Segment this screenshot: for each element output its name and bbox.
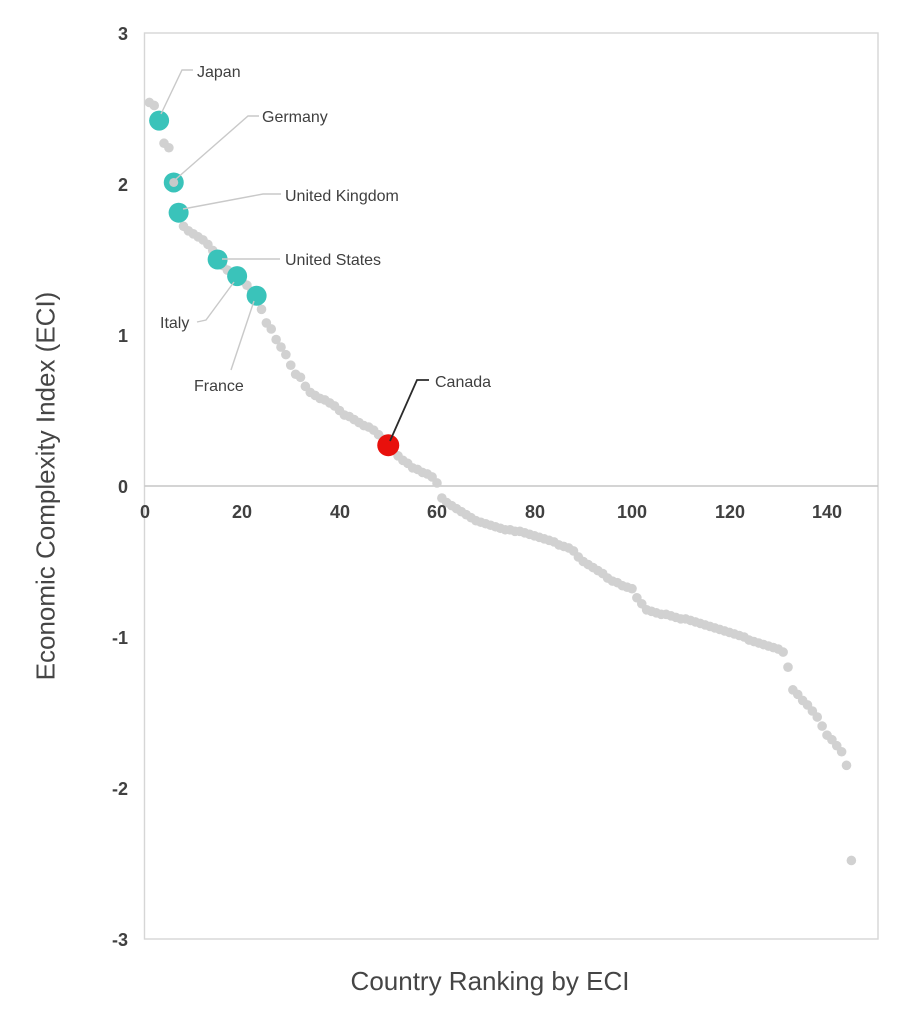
annotation-label-germany: Germany [262,109,328,126]
x-tick-label: 80 [524,502,546,522]
country-point [271,334,281,345]
y-tick-label: 1 [117,326,128,346]
country-point [432,478,442,488]
x-tick-label: 100 [616,502,648,522]
y-tick-label: 2 [117,175,128,195]
country-point [149,100,160,111]
country-point [627,583,637,594]
highlighted-point-united-states [207,249,228,270]
annotation-leader-germany [175,115,259,180]
annotation-leader-italy [196,281,235,323]
country-point [778,647,788,657]
x-tick-label: 60 [426,502,448,522]
y-tick-label: 3 [117,24,128,44]
x-tick-label: 0 [139,502,151,522]
highlighted-point-united-kingdom [168,202,189,223]
highlighted-point-italy [227,266,248,287]
y-tick-label: 0 [117,477,128,497]
annotation-label-united-states: United States [285,252,382,269]
country-point [783,662,793,672]
country-point [295,372,306,383]
x-axis-title: Country Ranking by ECI [350,966,630,996]
annotation-leader-japan [160,69,193,115]
annotation-label-japan: Japan [197,64,241,81]
x-tick-label: 120 [714,502,746,522]
highlighted-point-france [246,285,267,306]
x-tick-label: 40 [329,502,351,522]
country-point [841,760,852,771]
annotation-label-canada: Canada [435,374,492,391]
annotation-label-france: France [194,378,244,395]
y-tick-label: -1 [111,628,128,648]
country-point [817,721,827,731]
annotation-leader-united-kingdom [182,193,281,210]
country-point [812,712,823,722]
y-axis-title: Economic Complexity Index (ECI) [30,291,61,681]
highlighted-point-canada [377,434,400,457]
y-tick-label: -3 [111,930,128,950]
country-point [281,349,291,360]
annotation-label-italy: Italy [160,315,190,332]
highlighted-point-japan [149,110,170,131]
country-point [256,304,267,315]
country-point [276,342,286,352]
x-tick-label: 20 [231,502,253,522]
x-tick-label: 140 [811,502,843,522]
country-point [164,142,174,153]
country-point [846,855,857,866]
country-point [169,177,179,187]
country-point [285,360,296,371]
y-tick-label: -2 [111,779,128,799]
annotation-leader-canada [389,379,429,442]
country-point [836,746,847,757]
annotation-label-united-kingdom: United Kingdom [285,188,399,205]
annotation-leader-france [230,300,255,371]
country-point [266,324,277,334]
